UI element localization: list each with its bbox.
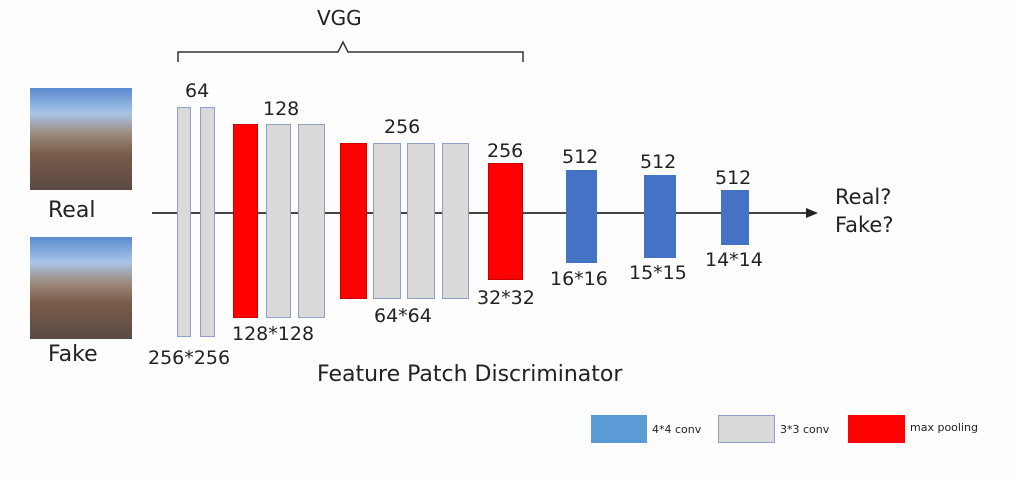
legend-swatch-conv3 (718, 415, 775, 443)
conv3-layer (298, 124, 325, 318)
size-label: 256*256 (148, 347, 231, 369)
arrow-head (806, 208, 818, 218)
conv4-layer (721, 190, 749, 245)
real-image (30, 88, 132, 190)
size-label: 16*16 (550, 268, 608, 290)
channel-label: 128 (263, 98, 300, 120)
channel-label: 256 (384, 116, 421, 138)
size-label: 14*14 (705, 249, 763, 271)
size-label: 128*128 (232, 323, 315, 345)
legend-label-conv3: 3*3 conv (780, 423, 830, 436)
output-real: Real? (835, 185, 892, 209)
channel-label: 512 (640, 151, 677, 173)
caption: Feature Patch Discriminator (317, 362, 623, 387)
size-label: 32*32 (477, 287, 535, 309)
channel-label: 256 (487, 140, 524, 162)
conv4-layer (566, 170, 597, 263)
conv3-layer (177, 107, 191, 337)
channel-label: 64 (185, 80, 210, 102)
maxpool-layer (488, 163, 523, 280)
conv3-layer (407, 143, 435, 299)
conv3-layer (266, 124, 291, 318)
real-label: Real (48, 198, 96, 223)
conv4-layer (644, 175, 676, 258)
conv3-layer (373, 143, 401, 299)
fake-image (30, 237, 132, 339)
vgg-title: VGG (317, 6, 362, 30)
legend-swatch-pool (848, 415, 905, 443)
size-label: 64*64 (374, 305, 432, 327)
size-label: 15*15 (629, 262, 687, 284)
legend-label-conv4: 4*4 conv (652, 423, 702, 436)
conv3-layer (200, 107, 215, 337)
maxpool-layer (340, 143, 367, 299)
legend-swatch-conv4 (591, 415, 647, 443)
vgg-bracket (177, 40, 524, 62)
output-fake: Fake? (835, 213, 894, 237)
fake-label: Fake (48, 342, 98, 367)
channel-label: 512 (562, 146, 599, 168)
legend-label-pool: max pooling (910, 421, 978, 434)
maxpool-layer (233, 124, 258, 318)
conv3-layer (442, 143, 469, 299)
channel-label: 512 (715, 167, 752, 189)
